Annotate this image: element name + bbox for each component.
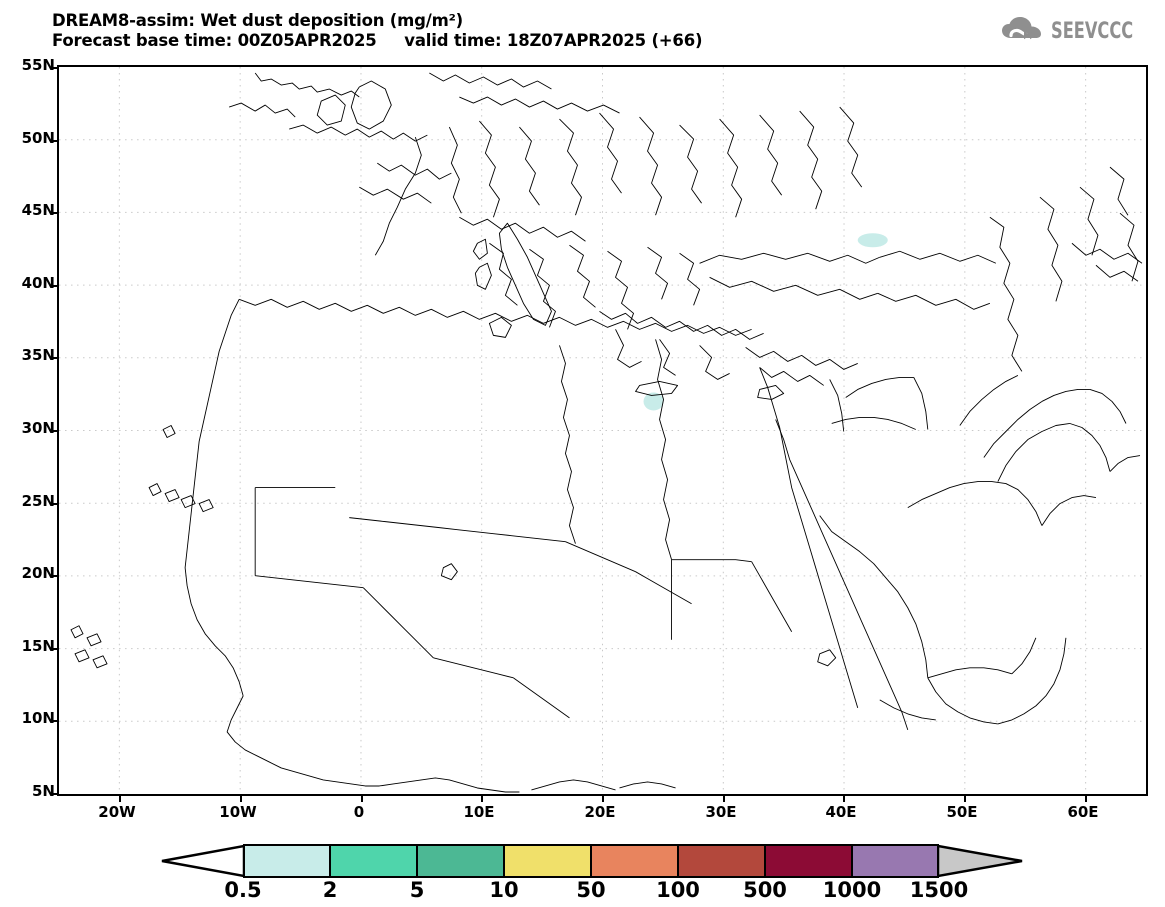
colorbar-cell-50[interactable]: [591, 844, 678, 878]
y-axis-label-15n: 15N: [21, 636, 55, 655]
y-axis-label-25n: 25N: [21, 491, 55, 510]
colorbar-cell-10[interactable]: [504, 844, 591, 878]
y-tick: [51, 212, 59, 215]
y-axis-label-40n: 40N: [21, 273, 55, 292]
colorbar-cell-5[interactable]: [417, 844, 504, 878]
x-tick: [602, 794, 604, 802]
y-tick: [51, 720, 59, 723]
colorbar-tick-50: 50: [576, 878, 606, 902]
y-axis-label-30n: 30N: [21, 419, 55, 437]
x-axis-label-30e: 30E: [705, 803, 737, 821]
x-tick: [722, 794, 725, 802]
colorbar-cell-0.5[interactable]: [243, 844, 330, 878]
page-title: DREAM8-assim: Wet dust deposition (mg/m²…: [52, 11, 463, 30]
chart-header: DREAM8-assim: Wet dust deposition (mg/m²…: [0, 0, 1165, 62]
y-axis-label-20n: 20N: [21, 564, 55, 583]
cloud-wind-icon: [1001, 17, 1041, 40]
dust-deposition-field: [643, 233, 888, 411]
x-axis-label-0: 0: [353, 803, 365, 821]
deposition-patch-georgia: [857, 233, 888, 248]
map-plot-area[interactable]: [51, 65, 1148, 802]
y-tick: [51, 575, 59, 578]
y-axis-label-5n: 5N: [32, 782, 55, 800]
y-axis-label-10n: 10N: [21, 709, 55, 728]
x-tick: [240, 794, 242, 802]
x-axis-label-10w: 10W: [219, 803, 257, 821]
x-axis-label-20w: 20W: [98, 803, 136, 821]
colorbar-tick-100: 100: [656, 878, 700, 902]
x-axis-label-50e: 50E: [946, 803, 978, 821]
forecast-time-subtitle: Forecast base time: 00Z05APR2025 valid t…: [52, 31, 703, 50]
y-tick: [51, 284, 59, 287]
colorbar-cell-100[interactable]: [678, 844, 765, 878]
x-tick: [843, 794, 846, 802]
x-tick: [360, 794, 363, 802]
y-tick: [51, 430, 59, 432]
deposition-patch-libya-egypt: [643, 392, 664, 411]
logo-text: SEEVCCC: [1050, 18, 1133, 44]
x-tick: [119, 794, 122, 802]
x-tick: [481, 794, 484, 802]
y-axis-label-50n: 50N: [21, 128, 55, 147]
colorbar-tick-500: 500: [743, 878, 787, 902]
y-tick: [51, 793, 59, 795]
colorbar-tick-0.5: 0.5: [224, 878, 262, 902]
map-coastlines-borders: [70, 72, 1143, 793]
y-axis-label-55n: 55N: [21, 56, 55, 74]
y-tick: [51, 357, 59, 360]
y-axis-label-45n: 45N: [21, 201, 55, 220]
x-axis-label-10e: 10E: [463, 803, 495, 821]
colorbar-tick-1500: 1500: [909, 878, 969, 902]
y-axis-label-35n: 35N: [21, 346, 55, 365]
colorbar-cell-500[interactable]: [765, 844, 852, 878]
colorbar-cell-2[interactable]: [330, 844, 417, 878]
colorbar-tick-1000: 1000: [822, 878, 882, 902]
y-tick: [51, 67, 59, 69]
seevccc-logo: SEEVCCC: [1000, 14, 1151, 48]
x-axis-label-60e: 60E: [1067, 803, 1099, 821]
x-axis-label-40e: 40E: [825, 803, 857, 821]
y-tick: [51, 502, 59, 505]
colorbar-tick-2: 2: [322, 878, 338, 902]
colorbar-cell-1000[interactable]: [852, 844, 939, 878]
x-tick: [1084, 794, 1087, 802]
x-axis-label-20e: 20E: [584, 803, 616, 821]
colorbar-cells[interactable]: [243, 844, 939, 878]
x-tick: [964, 794, 966, 802]
colorbar[interactable]: 0.5 2 5 10 50 100 500 1000 1500: [0, 840, 1165, 907]
colorbar-tick-10: 10: [489, 878, 519, 902]
colorbar-tick-5: 5: [409, 878, 425, 902]
colorbar-over-arrow: [938, 844, 1023, 878]
map-canvas: [59, 67, 1146, 794]
map-gridlines: [59, 67, 1146, 794]
y-tick: [51, 647, 59, 650]
colorbar-under-arrow: [161, 844, 244, 878]
y-tick: [51, 139, 59, 142]
